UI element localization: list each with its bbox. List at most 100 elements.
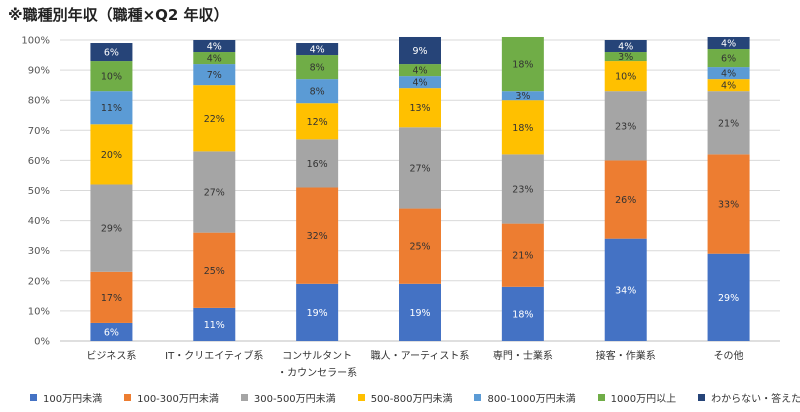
y-tick-label: 70% xyxy=(28,126,50,137)
bar-segment xyxy=(604,238,647,341)
x-tick-label: IT・クリエイティブ系 xyxy=(165,349,263,362)
data-label: 18% xyxy=(512,60,533,71)
bar-segment xyxy=(296,283,339,341)
bar-segment xyxy=(193,151,236,233)
bar-segment xyxy=(604,160,647,239)
bar-segment xyxy=(604,52,647,62)
legend-item: 100-300万円未満 xyxy=(124,390,219,405)
bar-segment xyxy=(707,253,750,341)
data-label: 4% xyxy=(412,66,427,77)
x-tick-label: コンサルタント xyxy=(282,350,352,362)
legend-item: わからない・答えたくない xyxy=(698,390,800,405)
bar-segment xyxy=(501,223,544,287)
bar-segment xyxy=(399,36,441,65)
bar-segment xyxy=(90,91,133,125)
bar-segment xyxy=(707,36,750,50)
legend-label: 500-800万円未満 xyxy=(370,394,453,405)
bar-segment xyxy=(399,127,441,209)
bar-segment xyxy=(193,232,236,308)
data-label: 23% xyxy=(615,121,636,132)
data-label: 13% xyxy=(409,103,430,114)
legend-swatch xyxy=(597,394,605,401)
bar-segment xyxy=(90,322,133,341)
bar-segment xyxy=(501,91,544,101)
x-tick-label: ・カウンセラー系 xyxy=(277,367,357,379)
data-label: 26% xyxy=(615,195,636,206)
bar-segment xyxy=(90,43,133,62)
data-label: 4% xyxy=(207,54,222,65)
y-tick-label: 0% xyxy=(34,337,50,348)
data-label: 3% xyxy=(515,91,530,102)
legend-label: 800-1000万円未満 xyxy=(487,394,576,405)
y-tick-label: 40% xyxy=(28,216,50,227)
legend-swatch xyxy=(240,394,248,401)
data-label: 6% xyxy=(104,48,119,59)
bar-segment xyxy=(707,154,750,254)
x-tick-label: ビジネス系 xyxy=(86,350,136,362)
bar-segment xyxy=(604,61,647,92)
data-label: 25% xyxy=(409,242,430,253)
legend-swatch xyxy=(124,394,132,401)
data-label: 4% xyxy=(207,42,222,53)
x-tick-label: その他 xyxy=(714,349,744,362)
legend-swatch xyxy=(698,394,706,401)
bar-segment xyxy=(90,271,133,323)
data-label: 23% xyxy=(512,184,533,195)
bar-segment xyxy=(193,85,236,152)
data-label: 32% xyxy=(307,231,328,242)
y-tick-label: 100% xyxy=(21,36,50,47)
y-tick-label: 10% xyxy=(28,306,50,317)
data-label: 7% xyxy=(207,70,222,81)
bar-segment xyxy=(501,36,544,92)
data-label: 6% xyxy=(721,54,736,65)
y-tick-label: 80% xyxy=(28,96,50,107)
data-label: 27% xyxy=(204,188,225,199)
legend-label: わからない・答えたくない xyxy=(711,394,800,405)
data-label: 12% xyxy=(307,117,328,128)
bar-segment xyxy=(193,52,236,65)
legend-label: 300-500万円未満 xyxy=(253,394,336,405)
legend-item: 300-500万円未満 xyxy=(240,390,336,405)
bar-segment xyxy=(399,208,441,284)
legend-label: 100万円未満 xyxy=(43,394,103,405)
data-label: 19% xyxy=(409,308,430,319)
bar-segment xyxy=(604,40,647,53)
bar-segment xyxy=(296,79,339,104)
data-label: 19% xyxy=(307,308,328,319)
legend-label: 1000万円以上 xyxy=(610,394,677,405)
chart-legend: 100万円未満 100-300万円未満 300-500万円未満 500-800万円未満… xyxy=(30,390,800,405)
data-label: 4% xyxy=(721,81,736,92)
data-label: 34% xyxy=(615,285,636,296)
data-label: 17% xyxy=(101,293,122,304)
bar-segment xyxy=(399,64,441,77)
bar-segment xyxy=(90,184,133,272)
data-label: 25% xyxy=(204,266,225,277)
bar-segment xyxy=(501,154,544,224)
legend-label: 100-300万円未満 xyxy=(137,394,219,405)
legend-swatch xyxy=(357,394,365,401)
bar-segment xyxy=(90,61,133,92)
data-label: 11% xyxy=(101,103,122,114)
data-label: 10% xyxy=(615,72,636,83)
y-tick-label: 30% xyxy=(28,246,50,257)
data-label: 21% xyxy=(718,118,739,129)
legend-item: 1000万円以上 xyxy=(597,390,677,405)
data-label: 9% xyxy=(412,46,427,57)
bar-segment xyxy=(296,187,339,284)
bar-segment xyxy=(193,40,236,53)
legend-item: 500-800万円未満 xyxy=(357,390,453,405)
data-label: 8% xyxy=(310,63,325,74)
y-tick-label: 60% xyxy=(28,156,50,167)
legend-swatch xyxy=(30,394,37,401)
x-tick-label: 職人・アーティスト系 xyxy=(371,350,470,362)
data-label: 20% xyxy=(101,150,122,161)
y-tick-label: 20% xyxy=(28,276,50,287)
data-label: 29% xyxy=(718,293,739,304)
data-label: 27% xyxy=(409,163,430,174)
data-label: 22% xyxy=(204,114,225,125)
y-tick-label: 90% xyxy=(28,66,50,77)
bar-segment xyxy=(296,139,339,188)
data-label: 4% xyxy=(618,42,633,53)
data-label: 3% xyxy=(618,52,633,63)
